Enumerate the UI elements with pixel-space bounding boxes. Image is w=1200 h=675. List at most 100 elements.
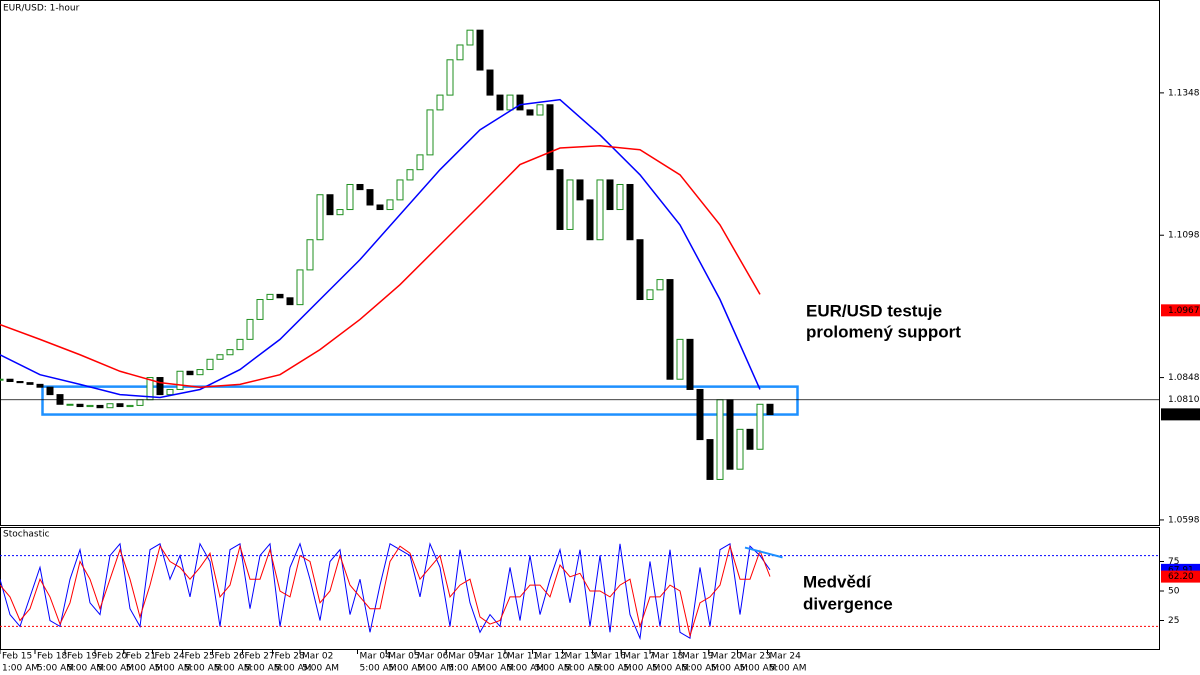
- x-tick-label: 5:00 AM: [623, 664, 660, 674]
- candle: [306, 239, 314, 271]
- candle: [476, 29, 484, 71]
- candle: [276, 293, 284, 299]
- candle: [296, 269, 304, 306]
- moving-average: [0, 98, 761, 399]
- candle: [486, 69, 494, 96]
- candle: [536, 104, 544, 116]
- x-tick-label: 5:00 AM: [682, 664, 719, 674]
- candle: [586, 199, 594, 241]
- candle: [506, 94, 514, 111]
- x-tick-label: 1:00 AM: [2, 664, 39, 674]
- y-tick-label: 1.05989: [1168, 515, 1200, 525]
- price-marker: [1161, 393, 1200, 406]
- candle: [396, 179, 404, 201]
- price-marker-label: 62.20: [1168, 572, 1194, 582]
- candle: [0, 378, 4, 381]
- x-tick-label: 5:00 AM: [535, 664, 572, 674]
- x-tick-label: Mar 18: [652, 652, 684, 662]
- candle: [626, 183, 634, 241]
- stochastic-panel-frame: [0, 527, 1160, 650]
- candle: [106, 403, 114, 409]
- y-tick-label: 1.10989: [1168, 231, 1200, 241]
- candle: [256, 299, 264, 320]
- y-tick-label: 1.08489: [1168, 373, 1200, 383]
- candle: [716, 399, 724, 480]
- candle: [546, 104, 554, 171]
- candle: [556, 169, 564, 230]
- support-zone: [41, 385, 799, 416]
- candle: [36, 383, 44, 388]
- candle: [656, 279, 664, 291]
- candle: [246, 318, 254, 340]
- candle: [496, 94, 504, 111]
- candle: [226, 349, 234, 356]
- candle: [46, 386, 54, 396]
- chart-title: EUR/USD: 1-hour: [3, 4, 80, 14]
- candle: [706, 439, 714, 480]
- candle: [156, 377, 164, 396]
- candle: [166, 388, 174, 396]
- candle: [96, 404, 104, 409]
- x-tick-label: Mar 16: [595, 652, 627, 662]
- candle: [516, 94, 524, 111]
- candle: [426, 109, 434, 156]
- x-tick-label: 5:00 AM: [477, 664, 514, 674]
- moving-average: [0, 145, 761, 388]
- divergence-line: [744, 546, 783, 559]
- x-tick-label: Mar 13: [565, 652, 596, 662]
- candle: [606, 179, 614, 211]
- candle: [686, 338, 694, 390]
- x-tick-label: 5:00 AM: [67, 664, 104, 674]
- y-tick-label: 50: [1168, 587, 1180, 597]
- x-tick-label: 5:00 AM: [275, 664, 312, 674]
- x-tick-label: Mar 04: [360, 652, 392, 662]
- candle: [766, 403, 774, 416]
- candle: [386, 199, 394, 211]
- x-tick-label: Feb 25: [185, 652, 215, 662]
- price-marker-label: 1.07843: [1168, 410, 1200, 420]
- x-tick-label: Mar 11: [507, 652, 538, 662]
- candle: [286, 297, 294, 306]
- candle: [636, 239, 644, 301]
- candle: [196, 369, 204, 376]
- indicator-title: Stochastic: [3, 530, 50, 540]
- candle: [596, 179, 604, 241]
- x-tick-label: 5:00 AM: [215, 664, 252, 674]
- x-tick-label: Feb 24: [155, 652, 186, 662]
- candle: [206, 358, 214, 371]
- x-tick-label: Mar 06: [417, 652, 449, 662]
- stochastic-line: [0, 544, 771, 638]
- candle: [16, 381, 24, 384]
- candle: [316, 194, 324, 241]
- x-tick-label: Mar 19: [682, 652, 714, 662]
- x-tick-label: Mar 12: [535, 652, 566, 662]
- candle: [736, 428, 744, 470]
- x-tick-label: 5:00 AM: [245, 664, 282, 674]
- x-tick-label: Feb 26: [215, 652, 246, 662]
- candle: [746, 428, 754, 450]
- candle: [676, 338, 684, 380]
- x-tick-label: Feb 19: [67, 652, 98, 662]
- candle: [376, 204, 384, 211]
- x-tick-label: 5:00 AM: [595, 664, 632, 674]
- x-tick-label: Feb 18: [37, 652, 68, 662]
- x-tick-label: Mar 05: [388, 652, 419, 662]
- x-tick-label: 5:00 AM: [126, 664, 163, 674]
- candle: [76, 403, 84, 408]
- x-tick-label: Mar 17: [623, 652, 654, 662]
- x-tick-label: Mar 10: [477, 652, 509, 662]
- candle: [566, 179, 574, 230]
- y-tick-label: 1.13489: [1168, 88, 1200, 98]
- candle: [406, 169, 414, 181]
- x-tick-label: 5:00 AM: [711, 664, 748, 674]
- price-marker: [1161, 304, 1200, 317]
- y-tick-label: 75: [1168, 557, 1179, 567]
- candle: [336, 209, 344, 216]
- candle: [176, 370, 184, 390]
- price-marker-label: 1.08100: [1168, 395, 1200, 405]
- candle: [726, 399, 734, 470]
- candle: [136, 399, 144, 406]
- x-tick-label: 5:00 AM: [740, 664, 777, 674]
- candle: [346, 183, 354, 211]
